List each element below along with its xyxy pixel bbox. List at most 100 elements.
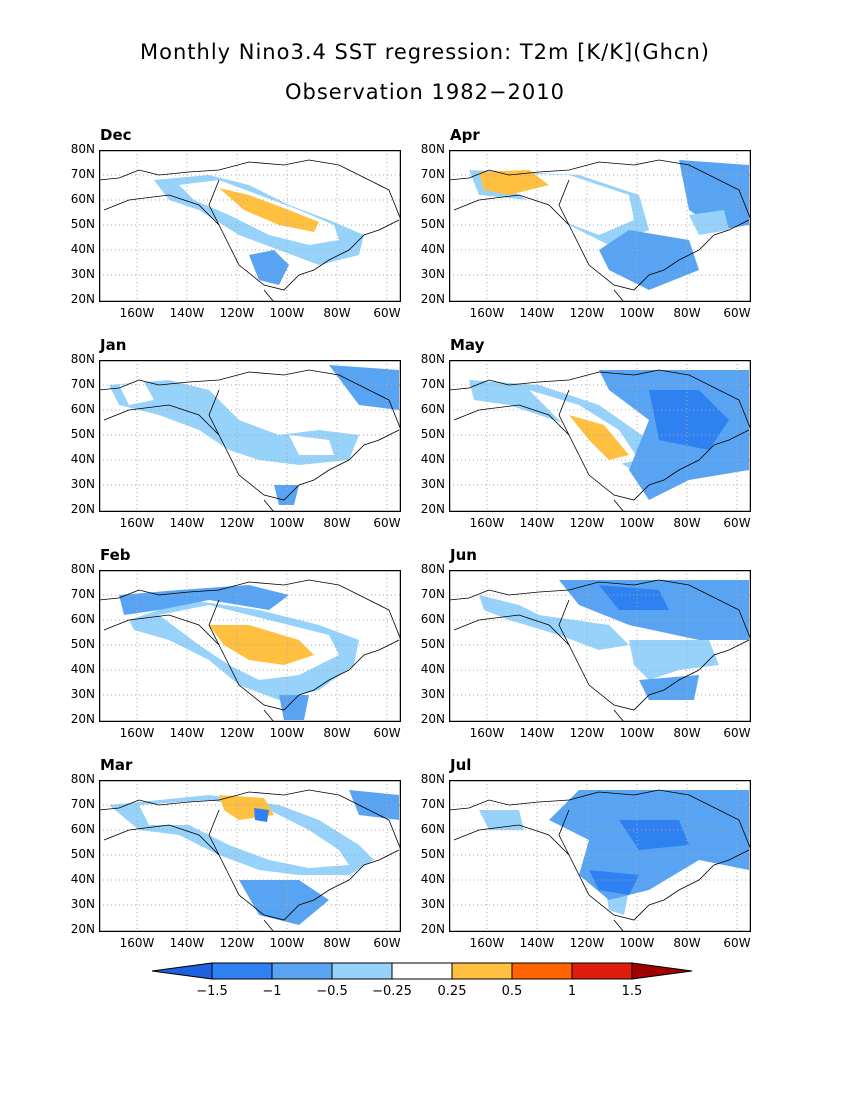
y-tick-label: 60N (70, 192, 95, 206)
x-tick-label: 60W (373, 516, 401, 530)
y-tick-label: 80N (420, 352, 445, 366)
y-tick-label: 50N (70, 847, 95, 861)
colorbar-box (571, 962, 633, 980)
x-tick-label: 80W (323, 516, 351, 530)
x-tick-label: 160W (119, 936, 155, 950)
y-tick-label: 40N (420, 872, 445, 886)
y-tick-label: 60N (70, 402, 95, 416)
coastline (99, 369, 401, 512)
x-tick-label: 80W (673, 306, 701, 320)
x-tick-label: 80W (323, 936, 351, 950)
y-tick-label: 20N (420, 712, 445, 726)
map-panel (449, 780, 751, 932)
x-tick-label: 60W (723, 936, 751, 950)
y-tick-label: 80N (70, 772, 95, 786)
x-tick-label: 140W (519, 306, 555, 320)
colorbar-box (271, 962, 333, 980)
y-tick-label: 20N (420, 502, 445, 516)
field-region (274, 485, 299, 505)
field-region (249, 250, 289, 285)
panel-month-label: Jul (450, 756, 472, 774)
y-tick-label: 30N (420, 687, 445, 701)
field-region (139, 800, 349, 868)
map-plot (99, 570, 401, 722)
y-tick-label: 30N (420, 897, 445, 911)
map-frame (99, 780, 401, 932)
y-tick-label: 70N (420, 377, 445, 391)
panel-month-label: Apr (450, 126, 480, 144)
colorbar-box (451, 962, 513, 980)
y-tick-label: 80N (70, 562, 95, 576)
y-tick-label: 70N (420, 167, 445, 181)
x-tick-label: 80W (323, 726, 351, 740)
y-tick-label: 20N (70, 292, 95, 306)
x-tick-label: 120W (569, 726, 605, 740)
colorbar-left-arrow (151, 962, 213, 980)
map-plot (99, 780, 401, 932)
y-tick-label: 50N (70, 427, 95, 441)
y-tick-label: 80N (420, 562, 445, 576)
x-tick-label: 80W (673, 936, 701, 950)
y-tick-label: 80N (420, 772, 445, 786)
colorbar-tick-label: −1 (262, 984, 282, 999)
field-region (119, 382, 154, 405)
field-region (279, 695, 309, 720)
x-tick-label: 100W (619, 306, 655, 320)
map-panel (99, 150, 401, 302)
x-tick-label: 140W (519, 726, 555, 740)
coastline (449, 789, 751, 932)
y-tick-label: 40N (420, 452, 445, 466)
y-tick-label: 70N (70, 797, 95, 811)
map-plot (99, 360, 401, 512)
y-tick-label: 40N (70, 452, 95, 466)
y-tick-label: 60N (420, 822, 445, 836)
x-tick-label: 140W (519, 516, 555, 530)
x-tick-label: 160W (469, 306, 505, 320)
y-tick-label: 30N (420, 477, 445, 491)
field-region (254, 808, 269, 822)
x-tick-label: 100W (619, 936, 655, 950)
y-tick-label: 50N (70, 217, 95, 231)
y-tick-label: 60N (420, 612, 445, 626)
figure-subtitle: Observation 1982−2010 (284, 80, 566, 104)
figure-title: Monthly Nino3.4 SST regression: T2m [K/K… (140, 40, 710, 64)
colorbar-tick-label: 1.5 (621, 984, 643, 999)
map-frame (449, 150, 751, 302)
map-panel (449, 150, 751, 302)
y-tick-label: 40N (420, 662, 445, 676)
x-tick-label: 120W (569, 936, 605, 950)
field-region (569, 415, 629, 460)
colorbar-tick-label: 1 (567, 984, 577, 999)
field-region (599, 585, 669, 610)
x-tick-label: 120W (569, 306, 605, 320)
colorbar-box (331, 962, 393, 980)
x-tick-label: 100W (269, 306, 305, 320)
map-panel (99, 780, 401, 932)
y-tick-label: 30N (70, 897, 95, 911)
panel-month-label: Jun (450, 546, 477, 564)
x-tick-label: 60W (723, 726, 751, 740)
x-tick-label: 80W (673, 516, 701, 530)
y-tick-label: 20N (70, 922, 95, 936)
y-tick-label: 50N (420, 847, 445, 861)
y-tick-label: 50N (420, 217, 445, 231)
y-tick-label: 40N (70, 662, 95, 676)
y-tick-label: 80N (70, 352, 95, 366)
panel-month-label: Dec (100, 126, 132, 144)
map-frame (449, 570, 751, 722)
y-tick-label: 80N (70, 142, 95, 156)
map-panel (99, 360, 401, 512)
y-tick-label: 70N (420, 587, 445, 601)
map-plot (449, 360, 751, 512)
x-tick-label: 100W (269, 516, 305, 530)
x-tick-label: 140W (519, 936, 555, 950)
x-tick-label: 80W (323, 306, 351, 320)
x-tick-label: 100W (619, 516, 655, 530)
x-tick-label: 100W (619, 726, 655, 740)
panel-month-label: Mar (100, 756, 133, 774)
map-plot (449, 780, 751, 932)
field-region (679, 160, 749, 230)
x-tick-label: 60W (723, 306, 751, 320)
colorbar-right-arrow (631, 962, 693, 980)
x-tick-label: 160W (469, 936, 505, 950)
